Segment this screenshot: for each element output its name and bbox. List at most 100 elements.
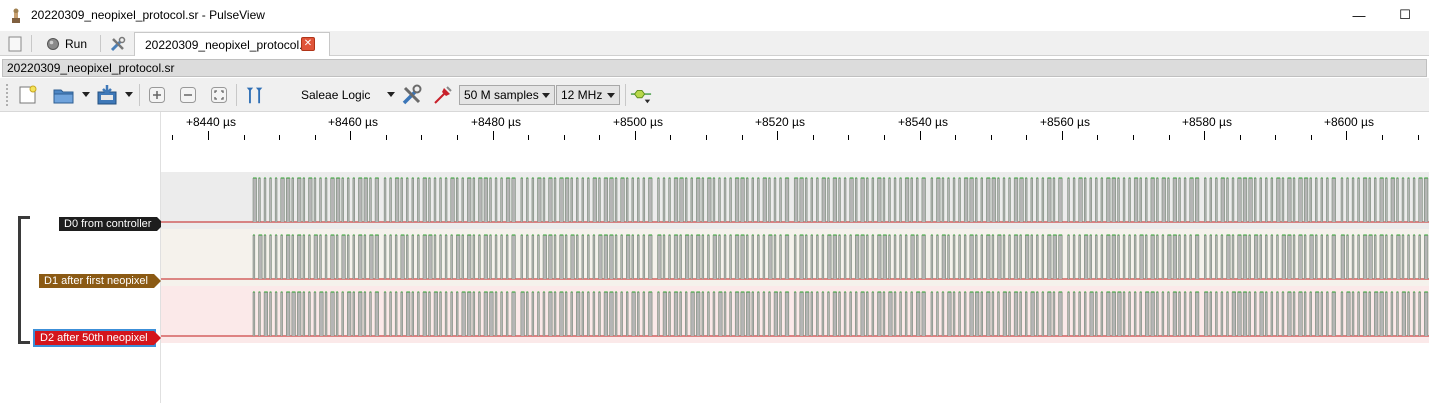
zoom-fit-button[interactable] — [208, 84, 230, 106]
ruler-tick-label: +8520 µs — [755, 115, 805, 129]
ruler-minor-tick — [848, 135, 849, 140]
ruler-minor-tick — [1382, 135, 1383, 140]
save-icon — [97, 85, 117, 105]
ruler-minor-tick — [670, 135, 671, 140]
trace-d1 — [161, 234, 1429, 280]
configure-device-button[interactable] — [401, 84, 423, 106]
channel-group-bracket — [18, 216, 30, 344]
run-button[interactable]: Run — [46, 34, 87, 53]
ruler-minor-tick — [1097, 135, 1098, 140]
zoom-fit-icon — [211, 87, 227, 103]
samplerate-select[interactable]: 12 MHz — [556, 85, 620, 105]
run-label: Run — [65, 36, 88, 51]
ruler-minor-tick — [1311, 135, 1312, 140]
sample-count-value: 50 M samples — [464, 88, 539, 102]
tab-separator — [100, 35, 101, 52]
ruler-minor-tick — [564, 135, 565, 140]
ruler-minor-tick — [813, 135, 814, 140]
new-view-button[interactable] — [17, 84, 39, 106]
ruler-minor-tick — [386, 135, 387, 140]
close-tab-icon[interactable]: ✕ — [301, 37, 315, 51]
session-header: 20220309_neopixel_protocol.sr — [2, 59, 1427, 77]
ruler-minor-tick — [528, 135, 529, 140]
ruler-minor-tick — [1240, 135, 1241, 140]
ruler-minor-tick — [1026, 135, 1027, 140]
ruler-minor-tick — [920, 135, 921, 140]
ruler-tick-label: +8460 µs — [328, 115, 378, 129]
trace-d2 — [161, 291, 1429, 337]
open-dropdown-arrow[interactable] — [82, 92, 90, 97]
title-bar: 20220309_neopixel_protocol.sr - PulseVie… — [0, 0, 1429, 31]
ruler-minor-tick — [777, 135, 778, 140]
tab-session-document[interactable]: 20220309_neopixel_protocol.sr ✕ — [134, 32, 330, 56]
ruler-minor-tick — [635, 135, 636, 140]
device-name: Saleae Logic — [301, 88, 371, 102]
zoom-out-button[interactable] — [177, 84, 199, 106]
time-ruler[interactable]: +8440 µs +8460 µs +8480 µs +8500 µs +8520 µs… — [161, 112, 1429, 172]
samplerate-value: 12 MHz — [561, 88, 603, 102]
minimize-button[interactable]: — — [1352, 7, 1366, 23]
tools-icon — [402, 84, 422, 105]
zoom-out-icon — [180, 87, 196, 103]
ruler-minor-tick — [208, 135, 209, 140]
protocol-decoder-icon — [630, 89, 652, 104]
toolbar-separator — [139, 84, 140, 106]
channel-label-d2[interactable]: D2 after 50th neopixel — [33, 329, 161, 347]
ruler-minor-tick — [742, 135, 743, 140]
open-button[interactable] — [53, 84, 75, 106]
tools-icon — [110, 36, 126, 51]
device-selector[interactable]: Saleae Logic — [296, 86, 398, 104]
ruler-tick-label: +8560 µs — [1040, 115, 1090, 129]
ruler-minor-tick — [421, 135, 422, 140]
ruler-minor-tick — [1133, 135, 1134, 140]
zoom-in-button[interactable] — [146, 84, 168, 106]
probe-icon — [434, 86, 452, 104]
ruler-minor-tick — [1275, 135, 1276, 140]
new-view-icon — [19, 85, 37, 104]
ruler-minor-tick — [1062, 135, 1063, 140]
save-button[interactable] — [96, 84, 118, 106]
ruler-minor-tick — [955, 135, 956, 140]
session-tab-bar: Run 20220309_neopixel_protocol.sr ✕ — [0, 31, 1429, 56]
ruler-minor-tick — [706, 135, 707, 140]
ruler-minor-tick — [172, 135, 173, 140]
tab-label: 20220309_neopixel_protocol.sr — [145, 37, 313, 52]
probe-config-button[interactable] — [432, 84, 454, 106]
ruler-minor-tick — [244, 135, 245, 140]
toolbar-separator — [625, 84, 626, 106]
show-cursors-button[interactable] — [244, 84, 266, 106]
settings-tools-button[interactable] — [110, 34, 126, 53]
ruler-tick-label: +8480 µs — [471, 115, 521, 129]
ruler-minor-tick — [1418, 135, 1419, 140]
save-dropdown-arrow[interactable] — [125, 92, 133, 97]
trace-d0 — [161, 177, 1429, 223]
channel-label-d0[interactable]: D0 from controller — [59, 217, 165, 231]
toolbar-grip-handle[interactable] — [6, 84, 9, 106]
new-session-button[interactable] — [8, 34, 22, 53]
ruler-minor-tick — [1204, 135, 1205, 140]
ruler-minor-tick — [493, 135, 494, 140]
chevron-down-icon — [542, 93, 550, 98]
signal-view[interactable] — [161, 172, 1429, 400]
run-icon — [47, 37, 59, 50]
ruler-minor-tick — [884, 135, 885, 140]
ruler-tick-label: +8540 µs — [898, 115, 948, 129]
ruler-minor-tick — [315, 135, 316, 140]
ruler-minor-tick — [1169, 135, 1170, 140]
ruler-tick-label: +8600 µs — [1324, 115, 1374, 129]
cursors-icon — [246, 87, 263, 104]
zoom-in-icon — [149, 87, 165, 103]
toolbar-separator — [236, 84, 237, 106]
channel-header-pane — [0, 112, 161, 403]
channel-label-d1[interactable]: D1 after first neopixel — [39, 274, 161, 288]
pulseview-app-icon — [12, 8, 20, 23]
add-decoder-button[interactable] — [630, 84, 652, 106]
maximize-button[interactable]: ☐ — [1399, 7, 1411, 22]
ruler-minor-tick — [1346, 135, 1347, 140]
ruler-tick-label: +8580 µs — [1182, 115, 1232, 129]
device-dropdown-arrow[interactable] — [387, 92, 395, 97]
ruler-minor-tick — [457, 135, 458, 140]
sample-count-select[interactable]: 50 M samples — [459, 85, 555, 105]
open-folder-icon — [53, 89, 74, 104]
tab-separator — [31, 35, 32, 52]
